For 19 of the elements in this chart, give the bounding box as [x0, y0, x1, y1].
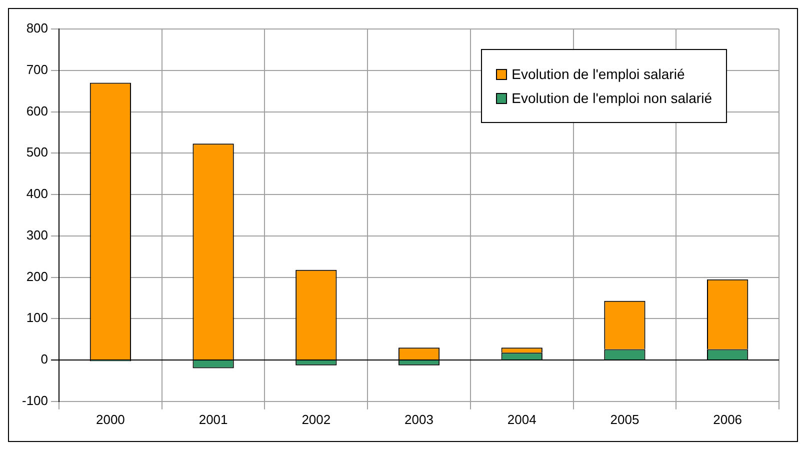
y-tick-label: -100 — [22, 392, 48, 408]
x-tick-label: 2005 — [610, 412, 640, 427]
y-tick-label: 400 — [26, 186, 48, 202]
x-tick-label: 2001 — [198, 412, 228, 427]
y-tick-label: 600 — [26, 103, 48, 118]
x-tick-label: 2000 — [96, 412, 125, 427]
x-tick-label: 2004 — [507, 412, 536, 427]
legend-label: Evolution de l'emploi salarié — [512, 66, 685, 82]
y-tick-label: 0 — [40, 352, 48, 367]
y-tick-label: 200 — [26, 268, 48, 284]
legend-label: Evolution de l'emploi non salarié — [512, 90, 712, 106]
y-tick-label: 800 — [26, 20, 48, 36]
x-tick-label: 2006 — [713, 412, 742, 427]
y-tick-label: 500 — [26, 144, 48, 160]
x-tick-label: 2003 — [404, 412, 434, 427]
x-tick-label: 2002 — [302, 412, 331, 427]
y-tick-label: 300 — [26, 227, 48, 242]
y-tick-label: 700 — [26, 62, 48, 77]
y-tick-label: 100 — [26, 310, 48, 326]
